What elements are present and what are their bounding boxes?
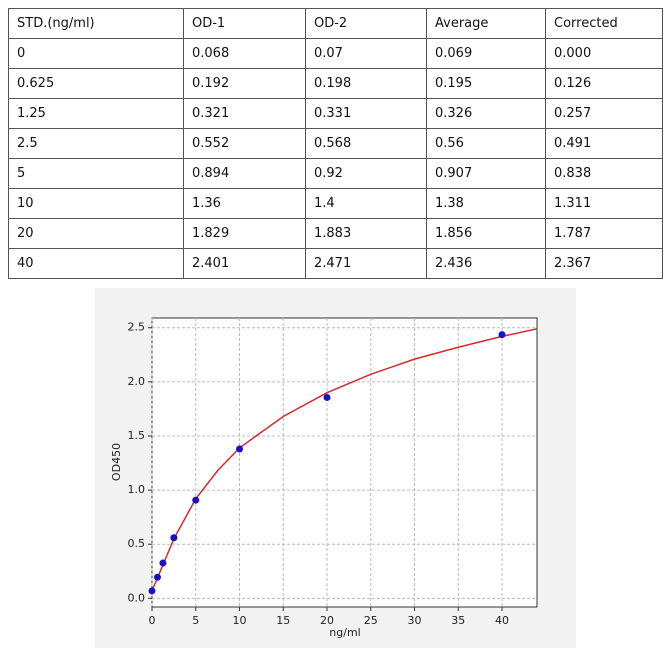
header-row: STD.(ng/ml) OD-1 OD-2 Average Corrected: [8, 8, 663, 39]
cell: 2.401: [183, 248, 306, 279]
cell: 0.491: [545, 128, 663, 159]
x-tick-label: 10: [233, 614, 247, 627]
cell: 0.000: [545, 38, 663, 69]
y-tick-label: 0.5: [128, 537, 146, 550]
x-tick-label: 40: [495, 614, 509, 627]
y-tick-label: 1.0: [128, 483, 146, 496]
cell: 0.894: [183, 158, 306, 189]
cell: STD.(ng/ml): [8, 8, 184, 39]
x-axis-label: ng/ml: [329, 626, 360, 639]
cell: 5: [8, 158, 184, 189]
data-point: [159, 559, 167, 567]
data-point: [236, 445, 243, 453]
plot-area: [151, 317, 538, 608]
cell: 0.838: [545, 158, 663, 189]
cell: 0.625: [8, 68, 184, 99]
x-tick-label: 25: [364, 614, 378, 627]
data-point: [153, 573, 161, 581]
table-row: 5 0.894 0.92 0.907 0.838: [8, 158, 663, 189]
table-row: 1.25 0.321 0.331 0.326 0.257: [8, 98, 663, 129]
cell: 0.198: [305, 68, 427, 99]
cell: 1.4: [305, 188, 427, 219]
data-point: [170, 534, 178, 542]
cell: OD-1: [183, 8, 306, 39]
cell: 0.07: [305, 38, 427, 69]
cell: 0.552: [183, 128, 306, 159]
table-row: 40 2.401 2.471 2.436 2.367: [8, 248, 663, 279]
cell: 20: [8, 218, 184, 249]
cell: 0.195: [426, 68, 546, 99]
cell: 1.787: [545, 218, 663, 249]
x-tick-label: 0: [149, 614, 156, 627]
cell: 0.192: [183, 68, 306, 99]
data-point: [192, 496, 200, 504]
y-axis-label: OD450: [110, 443, 123, 481]
data-table: STD.(ng/ml) OD-1 OD-2 Average Corrected 0 0.06…: [8, 8, 663, 279]
x-tick-label: 30: [408, 614, 422, 627]
x-tick-label: 5: [192, 614, 199, 627]
y-tick-label: 0.0: [128, 591, 146, 604]
cell: 1.829: [183, 218, 306, 249]
table-row: 10 1.36 1.4 1.38 1.311: [8, 188, 663, 219]
cell: 1.311: [545, 188, 663, 219]
y-tick-label: 2.0: [128, 375, 146, 388]
cell: 2.5: [8, 128, 184, 159]
cell: 1.36: [183, 188, 306, 219]
cell: 0.56: [426, 128, 546, 159]
cell: 1.25: [8, 98, 184, 129]
cell: 0: [8, 38, 184, 69]
cell: 2.471: [305, 248, 427, 279]
cell: Corrected: [545, 8, 663, 39]
cell: 0.068: [183, 38, 306, 69]
data-point: [323, 393, 331, 401]
cell: 1.883: [305, 218, 427, 249]
cell: 1.856: [426, 218, 546, 249]
table-row: 2.5 0.552 0.568 0.56 0.491: [8, 128, 663, 159]
cell: 0.907: [426, 158, 546, 189]
cell: 10: [8, 188, 184, 219]
cell: 0.331: [305, 98, 427, 129]
data-point: [148, 587, 156, 595]
y-tick-label: 1.5: [128, 429, 146, 442]
chart: ng/ml OD450 0 5 10 15 20 25 30 35 40 0.0 0.5 1.0 1.5…: [95, 288, 576, 648]
x-tick-label: 15: [276, 614, 290, 627]
table-row: 0.625 0.192 0.198 0.195 0.126: [8, 68, 663, 99]
x-tick-label: 20: [320, 614, 334, 627]
cell: 0.92: [305, 158, 427, 189]
cell: 2.367: [545, 248, 663, 279]
cell: 0.321: [183, 98, 306, 129]
x-tick-label: 35: [451, 614, 465, 627]
cell: 40: [8, 248, 184, 279]
cell: 0.069: [426, 38, 546, 69]
cell: 0.257: [545, 98, 663, 129]
cell: OD-2: [305, 8, 427, 39]
table-row: 20 1.829 1.883 1.856 1.787: [8, 218, 663, 249]
cell: 1.38: [426, 188, 546, 219]
y-tick-label: 2.5: [128, 321, 146, 334]
cell: 0.126: [545, 68, 663, 99]
cell: Average: [426, 8, 546, 39]
data-point: [498, 331, 506, 339]
cell: 0.568: [305, 128, 427, 159]
cell: 0.326: [426, 98, 546, 129]
table-row: 0 0.068 0.07 0.069 0.000: [8, 38, 663, 69]
cell: 2.436: [426, 248, 546, 279]
